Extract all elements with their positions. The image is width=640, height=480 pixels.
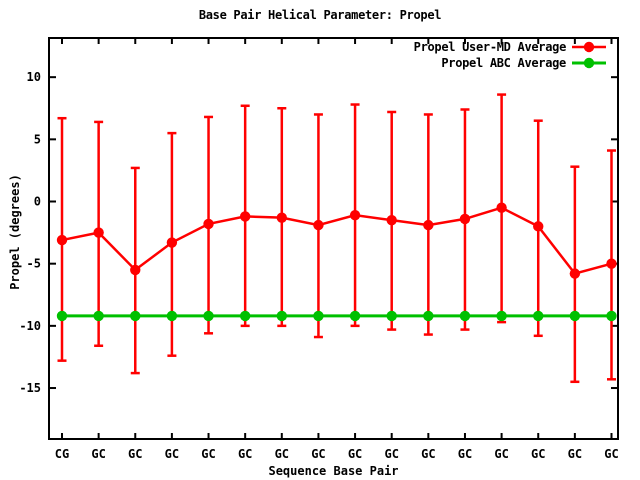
series-user-md bbox=[56, 93, 617, 384]
series-abc-point bbox=[130, 310, 141, 322]
y-axis-label: Propel (degrees) bbox=[8, 174, 22, 290]
series-user-md-point bbox=[423, 219, 434, 231]
x-tick-label: GC bbox=[275, 447, 289, 461]
legend-sample-user-md-icon bbox=[572, 41, 606, 53]
x-tick-label: GC bbox=[165, 447, 179, 461]
series-user-md-point bbox=[203, 218, 214, 230]
series-user-md-point bbox=[166, 237, 178, 248]
y-tick-label: 0 bbox=[34, 195, 41, 209]
legend: Propel User-MD Average Propel ABC Averag… bbox=[414, 39, 606, 71]
series-abc-point bbox=[423, 310, 434, 322]
x-axis-label: Sequence Base Pair bbox=[268, 464, 399, 478]
series-user-md-point bbox=[569, 268, 581, 279]
series-user-md-point bbox=[496, 202, 507, 213]
x-tick-label: GC bbox=[604, 447, 618, 461]
x-tick-label: GC bbox=[568, 447, 582, 461]
x-tick-label: GC bbox=[458, 447, 472, 461]
series-abc-point bbox=[496, 310, 507, 322]
series-abc bbox=[56, 310, 617, 322]
x-tick-label: GC bbox=[128, 447, 142, 461]
series-abc-point bbox=[203, 310, 214, 322]
x-tick-label: CG bbox=[55, 447, 69, 461]
series-abc-point bbox=[459, 310, 471, 322]
series-user-md-point bbox=[459, 213, 471, 225]
legend-item-user-md: Propel User-MD Average bbox=[414, 39, 606, 55]
legend-label-abc: Propel ABC Average bbox=[441, 56, 566, 70]
series-abc-point bbox=[533, 310, 544, 322]
series-abc-point bbox=[569, 310, 581, 322]
series-abc-point bbox=[93, 310, 104, 322]
chart-title: Base Pair Helical Parameter: Propel bbox=[198, 8, 442, 22]
x-tick-label: GC bbox=[91, 447, 105, 461]
series-user-md-point bbox=[533, 221, 544, 232]
series-abc-point bbox=[386, 310, 397, 322]
x-tick-label: GC bbox=[494, 447, 508, 461]
series-user-md-point bbox=[239, 211, 251, 222]
series-user-md-point bbox=[130, 264, 141, 276]
series-abc-point bbox=[166, 310, 178, 322]
x-tick-label: GC bbox=[201, 447, 215, 461]
series-abc-point bbox=[239, 310, 251, 322]
series-user-md-point bbox=[313, 219, 324, 231]
y-tick-label: 10 bbox=[27, 70, 41, 84]
series-user-md-point bbox=[93, 227, 104, 238]
series-abc-point bbox=[606, 310, 617, 322]
x-tick-label: GC bbox=[421, 447, 435, 461]
series-abc-point bbox=[56, 310, 68, 322]
series-user-md-point bbox=[276, 212, 287, 223]
y-tick-label: -5 bbox=[27, 257, 41, 271]
legend-label-user-md: Propel User-MD Average bbox=[413, 40, 567, 54]
series-user-md-point bbox=[349, 209, 361, 221]
y-tick-label: -15 bbox=[19, 381, 41, 395]
legend-sample-abc-icon bbox=[572, 57, 606, 69]
x-tick-label: GC bbox=[238, 447, 252, 461]
y-tick-label: -10 bbox=[19, 319, 41, 333]
x-tick-label: GC bbox=[311, 447, 325, 461]
series-abc-point bbox=[276, 310, 287, 322]
y-tick-label: 5 bbox=[34, 132, 41, 146]
series-user-md-line bbox=[61, 206, 612, 276]
series-user-md-point bbox=[606, 258, 617, 269]
legend-item-abc: Propel ABC Average bbox=[414, 55, 606, 71]
x-tick-label: GC bbox=[384, 447, 398, 461]
plot-frame bbox=[48, 37, 619, 440]
series-abc-point bbox=[349, 310, 361, 322]
series-abc-point bbox=[313, 310, 324, 322]
x-tick-label: GC bbox=[348, 447, 362, 461]
x-tick-label: GC bbox=[531, 447, 545, 461]
series-user-md-point bbox=[56, 234, 68, 246]
series-user-md-point bbox=[386, 214, 397, 226]
